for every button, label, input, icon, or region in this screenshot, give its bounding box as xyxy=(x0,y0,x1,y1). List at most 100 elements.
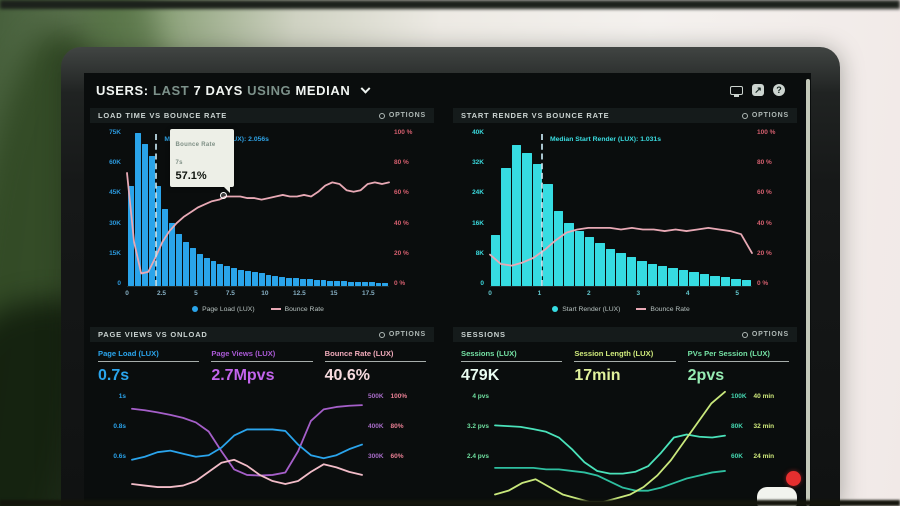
metric-bounce-rate[interactable]: Bounce Rate (LUX) 40.6% xyxy=(324,349,426,385)
metric-value: 17min xyxy=(574,367,621,384)
panel-title: PAGE VIEWS VS ONLOAD xyxy=(98,330,208,339)
legend-dot xyxy=(552,306,559,312)
metric-page-load[interactable]: Page Load (LUX) 0.7s xyxy=(98,349,200,385)
legend: Page Load (LUX) Bounce Rate xyxy=(127,300,389,318)
bar xyxy=(341,281,347,286)
record-indicator xyxy=(786,471,801,486)
bar xyxy=(327,280,334,286)
axis-label: 1s xyxy=(118,393,126,400)
bar xyxy=(196,253,203,286)
legend: Start Render (LUX) Bounce Rate xyxy=(490,300,752,318)
bar xyxy=(155,185,162,286)
median-line: Median Start Render (LUX): 1.031s xyxy=(540,133,661,286)
bar xyxy=(368,282,375,286)
axis-label: 80 % xyxy=(394,159,409,167)
monitor-icon[interactable] xyxy=(730,85,743,97)
gear-icon xyxy=(741,112,748,119)
bar xyxy=(148,156,155,286)
bar xyxy=(553,211,564,286)
y-axis-right: 100 % 80 % 60 % 40 % 20 % 0 % xyxy=(757,129,793,287)
bar xyxy=(731,278,741,286)
panel-title: SESSIONS xyxy=(461,330,506,339)
cursor-ring-icon xyxy=(219,192,227,200)
bar xyxy=(626,256,637,286)
axis-label: 80K xyxy=(731,423,743,430)
metric-sessions[interactable]: Sessions (LUX) 479K xyxy=(461,349,563,385)
axis-tick: 2 xyxy=(587,290,591,297)
metric-value: 479K xyxy=(461,367,500,384)
axis-label: 60K xyxy=(731,453,743,460)
bar xyxy=(320,280,327,286)
scrollbar[interactable] xyxy=(806,79,810,506)
bar xyxy=(532,164,543,286)
axis-label: 20 % xyxy=(394,249,409,257)
options-button[interactable]: OPTIONS xyxy=(378,112,426,119)
bar-series xyxy=(128,129,389,286)
options-button[interactable]: OPTIONS xyxy=(741,112,789,119)
metric-pvs-per-session[interactable]: PVs Per Session (LUX) 2pvs xyxy=(687,349,789,385)
page-views-plot[interactable] xyxy=(132,393,362,506)
line-series xyxy=(127,173,389,273)
line-series xyxy=(495,425,725,473)
panel-sessions: SESSIONS OPTIONS Sessions (LUX) 479K Ses… xyxy=(453,327,797,506)
help-icon[interactable]: ? xyxy=(773,84,785,96)
page-views-line xyxy=(132,393,362,506)
chevron-down-icon[interactable] xyxy=(360,83,371,94)
axis-label: 3.2 pvs xyxy=(466,423,489,430)
axis-tick: 5 xyxy=(735,290,739,297)
axis-tick: 3 xyxy=(636,290,641,297)
axis-label: 60% xyxy=(390,453,404,460)
bar xyxy=(128,185,134,286)
options-button[interactable]: OPTIONS xyxy=(378,331,426,338)
axis-tick: 1 xyxy=(537,290,542,297)
line-series xyxy=(495,468,725,491)
axis-label: 2.4 pvs xyxy=(466,453,489,460)
pvs-line xyxy=(495,393,725,506)
options-button[interactable]: OPTIONS xyxy=(741,331,789,338)
bar xyxy=(668,268,678,286)
legend-dot xyxy=(192,306,199,312)
bar xyxy=(169,223,176,286)
legend-dash xyxy=(270,308,281,310)
load-time-plot[interactable]: Median Page Load (LUX): 2.056s Bounce Ra… xyxy=(127,129,389,287)
bar xyxy=(501,168,511,286)
tooltip-value: 57.1% xyxy=(175,170,207,183)
gear-icon xyxy=(378,331,385,338)
axis-label: 100 % xyxy=(757,129,776,136)
axis-label: 60 % xyxy=(757,189,772,197)
bar xyxy=(710,275,720,286)
start-render-plot[interactable]: Median Start Render (LUX): 1.031s xyxy=(490,129,752,287)
bar xyxy=(313,279,320,286)
share-icon[interactable]: ↗ xyxy=(752,84,764,96)
y-axis-left: 4 pvs 3.2 pvs 2.4 pvs xyxy=(455,393,489,506)
bar xyxy=(203,257,210,286)
panel-page-views: PAGE VIEWS VS ONLOAD OPTIONS Page Load (… xyxy=(90,327,434,506)
x-axis: 0 2.5 5 7.5 10 12.5 15 17.5 xyxy=(125,287,389,300)
axis-label: 32 min xyxy=(753,423,775,430)
axis-label: 24 min xyxy=(753,453,775,460)
metric-value: 2.7Mpvs xyxy=(211,367,275,384)
sessions-line xyxy=(495,393,725,506)
axis-label: 0.8s xyxy=(113,423,126,430)
axis-label: 100 % xyxy=(394,129,413,136)
line-series xyxy=(132,405,362,475)
metric-page-views[interactable]: Page Views (LUX) 2.7Mpvs xyxy=(211,349,313,385)
bar xyxy=(348,281,354,286)
axis-label: 60K xyxy=(109,159,121,167)
bar xyxy=(637,260,647,286)
axis-tick: 5 xyxy=(194,290,198,297)
axis-label: 100K xyxy=(731,393,747,400)
sessions-plot[interactable] xyxy=(495,393,725,506)
axis-label: 300K xyxy=(368,453,384,460)
bar xyxy=(258,273,265,286)
bar xyxy=(720,277,731,286)
gear-icon xyxy=(741,331,748,338)
metric-session-length[interactable]: Session Length (LUX) 17min xyxy=(574,349,676,385)
bar xyxy=(272,275,279,286)
axis-label: 32K xyxy=(472,159,484,167)
bounce-rate-line xyxy=(490,129,752,286)
page-title[interactable]: USERS: LAST 7 DAYS USING MEDIAN xyxy=(96,82,371,98)
y-axis-left: 75K 60K 45K 30K 15K 0 xyxy=(92,129,122,287)
title-median: MEDIAN xyxy=(295,82,351,98)
title-last: LAST xyxy=(152,82,190,98)
